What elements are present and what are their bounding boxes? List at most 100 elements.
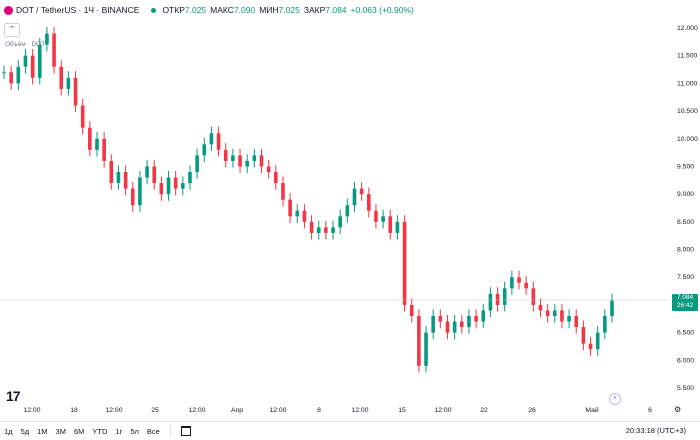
- time-tick-label: Май: [585, 406, 599, 414]
- gear-icon[interactable]: ⚙: [674, 405, 682, 414]
- candle-body: [266, 166, 271, 172]
- candle-body: [309, 221, 314, 233]
- price-tick-label: 6.000: [677, 357, 694, 364]
- time-tick-label: 8: [317, 407, 321, 414]
- candle-body: [152, 166, 157, 184]
- last-price-value: 7.084: [676, 294, 694, 301]
- price-axis: 12.000 11.500 11.000 10.500 10.000 9.500 9.000…: [677, 25, 698, 392]
- candle-body: [459, 321, 464, 328]
- ohlc-open-label: ОТКР: [162, 5, 185, 15]
- tradingview-logo[interactable]: 17: [6, 388, 21, 404]
- candle-body: [395, 221, 400, 233]
- ohlc-open-value: 7.025: [184, 5, 207, 15]
- candle-body: [545, 310, 550, 316]
- ohlc-low-label: МИН: [259, 5, 279, 15]
- lightning-icon[interactable]: ⚡: [609, 393, 621, 405]
- candle-body: [73, 77, 78, 106]
- candle-body: [524, 282, 528, 289]
- candle-body: [80, 105, 85, 128]
- price-tick-label: 10.000: [677, 136, 698, 143]
- candle-body: [409, 304, 414, 316]
- candle-body: [281, 183, 285, 200]
- candle-body: [552, 310, 557, 316]
- candle-body: [567, 316, 571, 322]
- candle-body: [381, 216, 385, 222]
- candle-body: [109, 160, 114, 184]
- time-tick-label: 12:00: [23, 407, 40, 414]
- time-tick-label: 12:00: [105, 407, 122, 414]
- candle-body: [188, 172, 192, 184]
- candle-body: [195, 155, 199, 172]
- candle-body: [538, 304, 543, 311]
- range-3m-button[interactable]: 3М: [55, 426, 66, 436]
- range-6m-button[interactable]: 6М: [73, 426, 85, 436]
- ohlc-low-value: 7.025: [278, 5, 300, 15]
- candle-body: [288, 199, 292, 217]
- time-axis: 12:00 18 12:00 25 12:00 Апр 12:00 8 12:00 15 12:00…: [23, 406, 652, 414]
- bottom-toolbar: 1д 5д 1М 3М 6М YTD 1г 5л Все 20:33:18 (U…: [0, 421, 700, 440]
- time-tick-label: 12:00: [188, 407, 205, 414]
- price-tick-label: 5.500: [677, 385, 694, 392]
- collapse-legend-button[interactable]: ⌃: [4, 23, 20, 37]
- timezone-clock[interactable]: 20:33:18 (UTC+3): [625, 426, 686, 435]
- candle-body: [316, 227, 321, 233]
- symbol-title[interactable]: DOT / TetherUS · 1Ч · BINANCE: [16, 5, 140, 15]
- ohlc-change: +0.063 (+0.90%): [350, 5, 414, 15]
- price-tick-label: 8.000: [677, 247, 694, 254]
- candle-body: [424, 332, 428, 366]
- candle-body: [367, 194, 371, 211]
- candle-body: [116, 172, 121, 184]
- candle-body: [274, 172, 278, 184]
- price-series: [2, 26, 614, 373]
- candle-body: [560, 310, 564, 322]
- range-all-button[interactable]: Все: [146, 426, 160, 436]
- range-5y-button[interactable]: 5л: [130, 426, 139, 436]
- candle-body: [16, 66, 21, 84]
- candle-body: [252, 155, 257, 161]
- calendar-icon[interactable]: [180, 426, 191, 436]
- range-ytd-button[interactable]: YTD: [92, 426, 108, 436]
- candle-body: [588, 343, 593, 350]
- candle-body: [166, 177, 171, 195]
- candle-body: [9, 72, 13, 84]
- price-tick-label: 9.000: [677, 191, 694, 198]
- candle-body: [123, 172, 128, 189]
- candle-body: [359, 188, 364, 195]
- candle-body: [59, 66, 64, 89]
- price-tick-label: 7.500: [677, 274, 694, 281]
- candle-body: [231, 155, 235, 161]
- candle-body: [202, 144, 207, 156]
- candle-body: [374, 210, 378, 222]
- candle-body: [88, 127, 92, 150]
- candle-body: [474, 316, 478, 322]
- range-1m-button[interactable]: 1М: [37, 426, 48, 436]
- candle-body: [531, 288, 536, 305]
- candle-body: [388, 216, 393, 233]
- candle-body: [66, 77, 71, 89]
- range-1y-button[interactable]: 1г: [115, 426, 123, 436]
- candle-body: [223, 149, 228, 161]
- time-tick-label: 22: [480, 407, 488, 414]
- candle-body: [481, 310, 486, 322]
- range-1d-button[interactable]: 1д: [4, 426, 13, 436]
- range-5d-button[interactable]: 5д: [20, 426, 30, 436]
- candle-body: [173, 177, 178, 189]
- time-tick-label: Апр: [231, 407, 243, 414]
- candle-body: [417, 316, 421, 366]
- price-tick-label: 11.000: [677, 80, 698, 87]
- candle-body: [2, 72, 6, 74]
- price-tick-label: 10.500: [677, 108, 698, 115]
- polkadot-logo-icon: [4, 5, 13, 15]
- candle-body: [37, 44, 42, 78]
- candle-body: [295, 210, 300, 217]
- price-chart[interactable]: 12.000 11.500 11.000 10.500 10.000 9.500 9.000…: [0, 0, 700, 421]
- candle-body: [603, 316, 607, 333]
- time-tick-label: 12:00: [351, 407, 368, 414]
- candle-body: [431, 316, 435, 333]
- chart-legend: DOT / TetherUS · 1Ч · BINANCE ОТКР7.025 …: [0, 0, 700, 20]
- bar-countdown: 26:42: [676, 302, 694, 309]
- volume-indicator-label[interactable]: Объём · DOT: [5, 41, 46, 48]
- candle-body: [445, 321, 450, 333]
- market-status-dot: [151, 7, 157, 13]
- ohlc-close-label: ЗАКР: [303, 5, 326, 15]
